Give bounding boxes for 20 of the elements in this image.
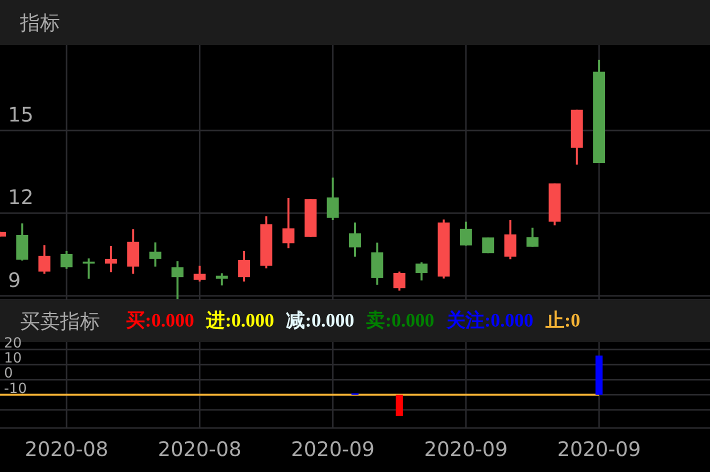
y-tick-label: 12	[8, 185, 34, 210]
chart-title: 买卖指标	[20, 309, 100, 333]
y-tick-label: 15	[8, 102, 34, 126]
x-tick-label: 2020-09	[424, 437, 508, 461]
text: 止:0	[544, 310, 580, 332]
y-tick-label: 10	[4, 350, 22, 367]
x-tick-label: 2020-09	[291, 437, 375, 461]
y-tick-label: -10	[4, 380, 27, 397]
legend-label: 卖:0.000	[366, 310, 434, 332]
y-tick-label: 0	[4, 366, 13, 382]
y-tick-label: 9	[8, 268, 21, 292]
x-tick-label: 2020-08	[24, 437, 108, 461]
x-tick-label: 2020-08	[158, 437, 242, 461]
x-tick-label: 2020-09	[557, 437, 641, 461]
chart-title: 指标	[19, 10, 60, 34]
y-tick-label: 20	[4, 336, 22, 352]
text: 买:0.000	[126, 310, 194, 332]
legend-label: 进:0.000	[205, 310, 274, 332]
legend-label: 减:0.000	[286, 310, 354, 332]
text: 关注:0.000	[445, 310, 534, 332]
